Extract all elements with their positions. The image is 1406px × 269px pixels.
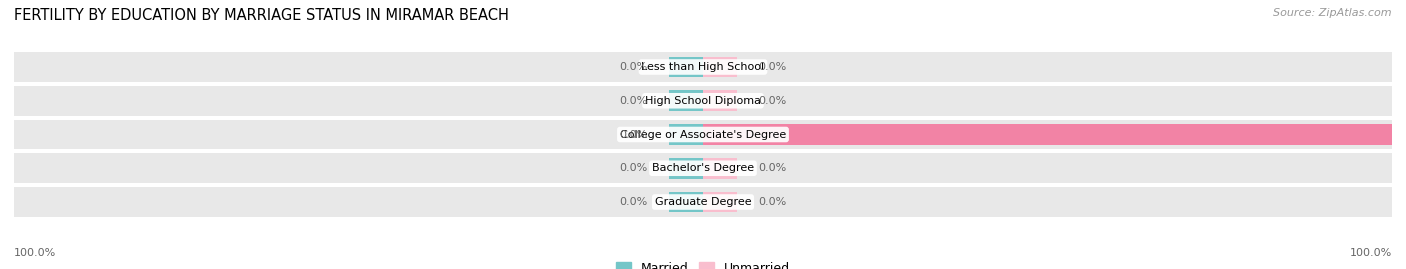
Bar xyxy=(703,158,738,179)
Text: 0.0%: 0.0% xyxy=(758,163,786,173)
Bar xyxy=(669,124,703,145)
Bar xyxy=(14,86,1392,116)
Text: 0.0%: 0.0% xyxy=(758,62,786,72)
Bar xyxy=(669,56,703,77)
Text: 0.0%: 0.0% xyxy=(620,197,648,207)
Text: Graduate Degree: Graduate Degree xyxy=(655,197,751,207)
Bar xyxy=(703,192,738,213)
Text: 0.0%: 0.0% xyxy=(620,96,648,106)
Bar xyxy=(14,120,1392,149)
Bar xyxy=(669,158,703,179)
Text: Bachelor's Degree: Bachelor's Degree xyxy=(652,163,754,173)
Bar xyxy=(703,90,738,111)
Text: 0.0%: 0.0% xyxy=(758,96,786,106)
Bar xyxy=(669,90,703,111)
Text: 0.0%: 0.0% xyxy=(758,197,786,207)
Bar xyxy=(14,52,1392,82)
Text: 0.0%: 0.0% xyxy=(620,62,648,72)
Legend: Married, Unmarried: Married, Unmarried xyxy=(612,257,794,269)
Text: High School Diploma: High School Diploma xyxy=(645,96,761,106)
Bar xyxy=(703,124,1392,145)
Text: College or Associate's Degree: College or Associate's Degree xyxy=(620,129,786,140)
Text: 100.0%: 100.0% xyxy=(1350,248,1392,258)
Text: 0.0%: 0.0% xyxy=(620,163,648,173)
Text: 0.0%: 0.0% xyxy=(620,129,648,140)
Bar xyxy=(14,187,1392,217)
Text: Source: ZipAtlas.com: Source: ZipAtlas.com xyxy=(1274,8,1392,18)
Bar xyxy=(669,192,703,213)
Bar xyxy=(14,153,1392,183)
Bar xyxy=(703,56,738,77)
Text: Less than High School: Less than High School xyxy=(641,62,765,72)
Text: 100.0%: 100.0% xyxy=(14,248,56,258)
Text: FERTILITY BY EDUCATION BY MARRIAGE STATUS IN MIRAMAR BEACH: FERTILITY BY EDUCATION BY MARRIAGE STATU… xyxy=(14,8,509,23)
